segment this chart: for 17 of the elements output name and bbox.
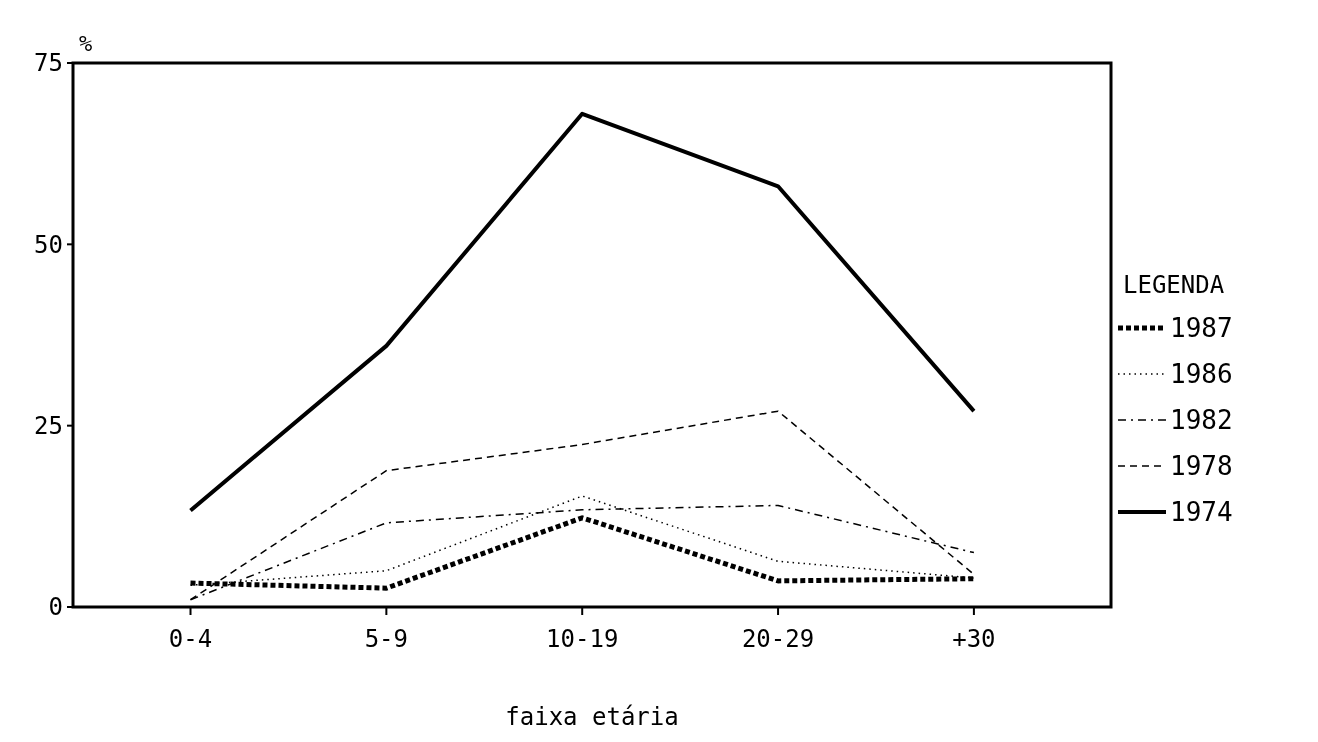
- x-tick-label: +30: [952, 625, 996, 653]
- x-tick-label: 5-9: [364, 625, 409, 653]
- y-tick-label: 0: [48, 593, 63, 622]
- legend-label: 1978: [1170, 451, 1233, 482]
- legend-label: 1986: [1170, 359, 1233, 390]
- legend-label: 1974: [1170, 497, 1233, 528]
- legend-label: 1982: [1170, 405, 1233, 436]
- y-tick-label: 50: [34, 230, 63, 259]
- x-tick-label: 0-4: [168, 625, 213, 653]
- y-tick-label: 25: [34, 412, 63, 441]
- y-axis-title: %: [79, 31, 93, 56]
- y-tick-label: 75: [34, 49, 63, 78]
- x-axis-title: faixa etária: [505, 703, 679, 731]
- x-tick-label: 10-19: [546, 625, 619, 653]
- legend-label: 1987: [1170, 313, 1233, 344]
- x-tick-label: 20-29: [741, 625, 815, 653]
- legend-title: LEGENDA: [1123, 271, 1225, 299]
